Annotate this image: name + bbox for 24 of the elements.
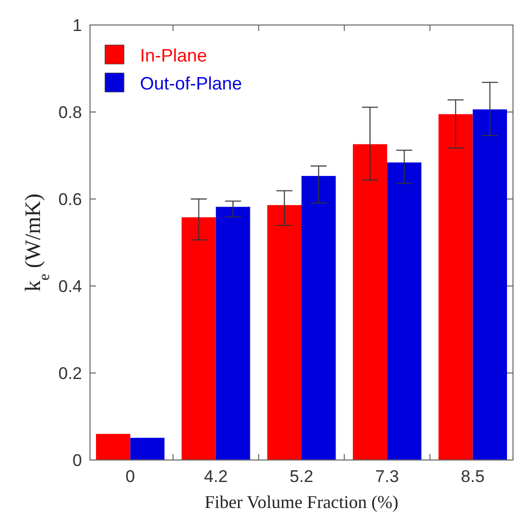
bar bbox=[302, 176, 336, 460]
x-tick-label: 8.5 bbox=[460, 467, 485, 486]
legend-label: In-Plane bbox=[140, 45, 208, 66]
y-tick-label: 0.2 bbox=[58, 364, 82, 383]
y-tick-label: 0 bbox=[72, 450, 82, 470]
x-axis-title: Fiber Volume Fraction (%) bbox=[204, 492, 398, 512]
y-tick-label: 0.8 bbox=[58, 102, 82, 122]
bar bbox=[472, 109, 508, 460]
bar bbox=[267, 205, 302, 460]
bar bbox=[438, 114, 473, 460]
x-tick-label: 4.2 bbox=[204, 467, 228, 486]
bar bbox=[216, 206, 250, 460]
bar bbox=[387, 162, 422, 460]
y-tick-label: 0.4 bbox=[58, 276, 82, 296]
x-tick-label: 7.3 bbox=[375, 467, 399, 486]
bar bbox=[130, 438, 164, 460]
x-tick-label: 0 bbox=[126, 467, 135, 486]
y-tick-label: 1 bbox=[72, 16, 82, 35]
x-tick-label: 5.2 bbox=[290, 467, 314, 486]
bar bbox=[352, 144, 388, 460]
bar bbox=[182, 217, 216, 460]
y-tick-label: 0.6 bbox=[58, 190, 82, 209]
bar bbox=[96, 434, 130, 460]
legend-label: Out-of-Plane bbox=[140, 73, 242, 94]
